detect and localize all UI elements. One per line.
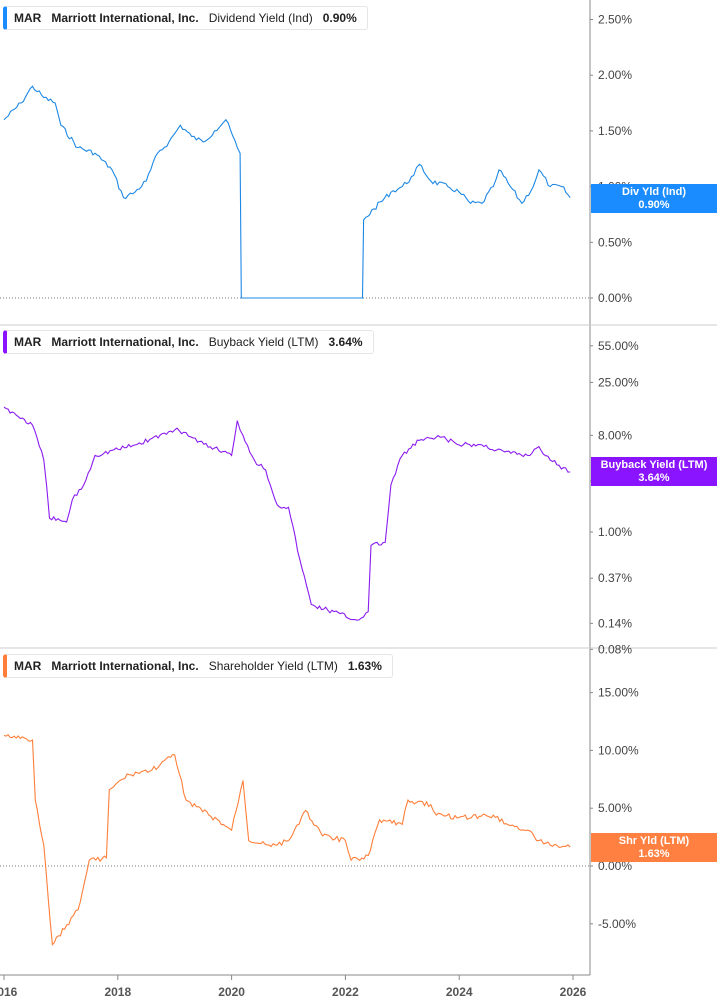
x-tick-label: 2016 (0, 985, 18, 999)
tag-label: Div Yld (Ind) (622, 186, 686, 198)
y-tick-label: 8.00% (598, 428, 632, 442)
legend-value: 3.64% (328, 335, 363, 349)
legend-value: 0.90% (322, 11, 357, 25)
y-tick-label: 0.08% (598, 642, 632, 656)
series-line-0 (3, 85, 571, 299)
y-tick-label: 10.00% (598, 743, 639, 757)
series-line-2 (3, 733, 571, 946)
x-tick-label: 2022 (332, 985, 359, 999)
x-tick-label: 2026 (560, 985, 587, 999)
x-tick-label: 2024 (446, 985, 473, 999)
y-tick-label: 0.14% (598, 616, 632, 630)
legend-metric: Dividend Yield (Ind) (208, 11, 313, 25)
y-tick-label: 1.00% (598, 525, 632, 539)
y-tick-label: 0.50% (598, 235, 632, 249)
legend-value: 1.63% (347, 659, 382, 673)
y-tick-label: 0.00% (598, 291, 632, 305)
x-tick-label: 2020 (218, 985, 245, 999)
shareholder-value-tag: Shr Yld (LTM) 1.63% (591, 833, 717, 862)
tag-value: 1.63% (638, 848, 670, 860)
y-tick-label: -5.00% (598, 917, 636, 931)
legend-metric: Buyback Yield (LTM) (208, 335, 319, 349)
buyback-value-tag: Buyback Yield (LTM) 3.64% (591, 457, 717, 486)
y-tick-label: 2.00% (598, 68, 632, 82)
legend-ticker: MAR (14, 659, 42, 673)
legend-company: Marriott International, Inc. (51, 335, 199, 349)
x-tick-label: 2018 (104, 985, 131, 999)
legend-company: Marriott International, Inc. (51, 11, 199, 25)
legend-company: Marriott International, Inc. (51, 659, 199, 673)
y-tick-label: 5.00% (598, 801, 632, 815)
y-tick-label: 1.50% (598, 124, 632, 138)
y-tick-label: 55.00% (598, 339, 639, 353)
legend-metric: Shareholder Yield (LTM) (208, 659, 338, 673)
legend-shareholder: MAR Marriott International, Inc. Shareho… (3, 654, 393, 678)
tag-value: 3.64% (638, 472, 670, 484)
series-line-1 (3, 406, 571, 621)
legend-ticker: MAR (14, 335, 42, 349)
y-tick-label: 2.50% (598, 13, 632, 27)
legend-buyback: MAR Marriott International, Inc. Buyback… (3, 330, 374, 354)
y-tick-label: 25.00% (598, 375, 639, 389)
dividend-value-tag: Div Yld (Ind) 0.90% (591, 184, 717, 213)
y-tick-label: 15.00% (598, 686, 639, 700)
y-tick-label: 0.00% (598, 859, 632, 873)
tag-value: 0.90% (638, 199, 670, 211)
legend-dividend: MAR Marriott International, Inc. Dividen… (3, 6, 368, 30)
y-tick-label: 0.37% (598, 571, 632, 585)
legend-ticker: MAR (14, 11, 42, 25)
tag-label: Shr Yld (LTM) (618, 835, 690, 847)
tag-label: Buyback Yield (LTM) (600, 459, 708, 471)
